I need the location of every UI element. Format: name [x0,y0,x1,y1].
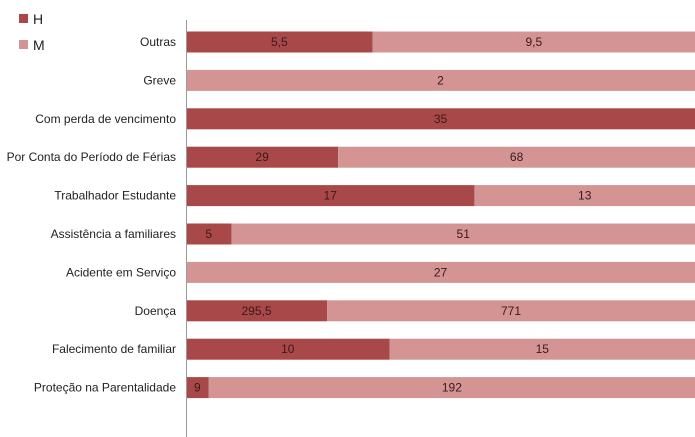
category-label-0: Outras [140,35,176,49]
bar-m-4 [474,185,695,207]
data-label-m-1: 2 [437,73,444,87]
category-label-5: Assistência a familiares [51,227,176,241]
data-label-m-3: 68 [510,150,524,164]
legend-label-h: H [33,11,43,27]
category-label-1: Greve [143,73,176,87]
data-label-m-9: 192 [442,381,462,395]
data-label-h-8: 10 [281,342,295,356]
data-label-m-6: 27 [434,265,448,279]
category-label-7: Doença [135,304,177,318]
data-label-h-4: 17 [324,189,338,203]
bar-m-3 [338,146,695,168]
category-label-4: Trabalhador Estudante [54,189,176,203]
bar-m-5 [231,223,695,245]
category-label-9: Proteção na Parentalidade [34,381,176,395]
data-label-m-7: 771 [501,304,521,318]
bar-h-4 [186,185,475,207]
data-label-h-0: 5,5 [271,35,288,49]
bar-h-7 [186,300,328,322]
legend-label-m: M [33,37,45,53]
data-label-h-9: 9 [194,381,201,395]
category-label-3: Por Conta do Período de Férias [7,150,176,164]
category-label-6: Acidente em Serviço [66,265,176,279]
bar-h-9 [186,377,209,399]
category-label-8: Falecimento de familiar [52,342,176,356]
bar-h-0 [186,31,373,53]
bar-h-5 [186,223,232,245]
bar-h-8 [186,338,390,360]
category-labels: Outras Greve Com perda de vencimento Por Co… [7,35,177,395]
bar-h-3 [186,146,339,168]
bar-m-0 [372,31,695,53]
data-label-m-0: 9,5 [525,35,542,49]
data-label-m-5: 51 [457,227,471,241]
bars: 5,5 9,5 2 35 29 68 17 13 5 51 27 295,5 771 10 15 9 192 [186,31,695,399]
data-label-h-3: 29 [255,150,269,164]
bar-m-9 [208,377,695,399]
bar-m-6 [186,261,695,283]
bar-m-7 [327,300,695,322]
data-label-m-4: 13 [578,189,592,203]
legend: HM [19,11,45,53]
data-label-h-2: 35 [434,112,448,126]
bar-m-8 [389,338,695,360]
data-label-h-7: 295,5 [241,304,271,318]
category-label-2: Com perda de vencimento [35,112,176,126]
legend-swatch-h [19,14,28,23]
bar-m-1 [186,69,695,91]
bar-h-2 [186,108,695,130]
legend-swatch-m [19,40,28,49]
data-label-m-8: 15 [536,342,550,356]
data-label-h-5: 5 [205,227,212,241]
